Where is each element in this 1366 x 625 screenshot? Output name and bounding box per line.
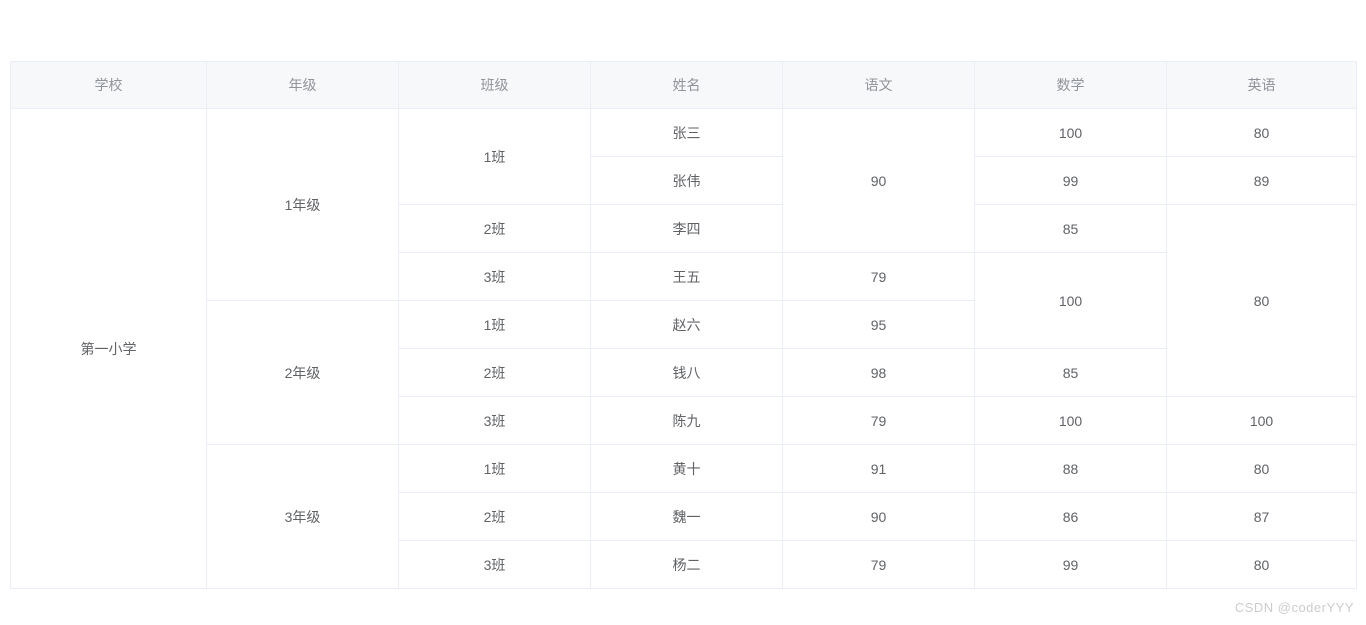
table-row: 3班 王五 79 100 bbox=[11, 252, 1357, 349]
table-cell: 80 bbox=[1166, 444, 1357, 493]
table-cell: 2班 bbox=[398, 492, 591, 541]
table-cell: 85 bbox=[974, 204, 1167, 253]
header-row: 学校 年级 班级 姓名 语文 数学 英语 bbox=[10, 61, 1357, 109]
table-cell: 魏一 bbox=[590, 492, 783, 541]
table-cell: 2班 bbox=[398, 204, 591, 253]
table-cell: 张伟 bbox=[590, 156, 783, 205]
table-cell: 90 bbox=[782, 108, 975, 253]
column-header: 数学 bbox=[974, 61, 1167, 109]
watermark: CSDN @coderYYY bbox=[1234, 600, 1354, 615]
table-cell: 李四 bbox=[590, 204, 783, 253]
table-cell: 赵六 bbox=[590, 300, 783, 349]
table-cell: 89 bbox=[1166, 156, 1357, 205]
table-cell: 100 bbox=[1166, 396, 1357, 445]
table-cell: 100 bbox=[974, 252, 1167, 349]
table-cell: 2班 bbox=[398, 348, 591, 397]
table-body: 第一小学 1年级 1班 张三 90 100 80 张伟 99 89 2班 李四 85 80 3班 王五 79 10… bbox=[10, 108, 1357, 589]
table-row: 3年级 1班 黄十 91 88 80 bbox=[11, 444, 1357, 589]
column-header: 英语 bbox=[1166, 61, 1357, 109]
table-cell: 1年级 bbox=[206, 108, 399, 301]
table-row: 3班 陈九 79 100 100 bbox=[11, 396, 1357, 445]
table-cell: 80 bbox=[1166, 204, 1357, 397]
table-cell: 陈九 bbox=[590, 396, 783, 445]
column-header: 语文 bbox=[782, 61, 975, 109]
table-cell: 85 bbox=[974, 348, 1167, 397]
table-cell: 79 bbox=[782, 252, 975, 301]
table-cell: 第一小学 bbox=[10, 108, 207, 589]
table-cell: 95 bbox=[782, 300, 975, 349]
table-cell: 钱八 bbox=[590, 348, 783, 397]
column-header: 学校 bbox=[10, 61, 207, 109]
table-cell: 3班 bbox=[398, 396, 591, 445]
table-cell: 100 bbox=[974, 396, 1167, 445]
column-header: 班级 bbox=[398, 61, 591, 109]
table-cell: 98 bbox=[782, 348, 975, 397]
table-cell: 1班 bbox=[398, 300, 591, 349]
table-cell: 87 bbox=[1166, 492, 1357, 541]
table-cell: 99 bbox=[974, 156, 1167, 205]
column-header: 年级 bbox=[206, 61, 399, 109]
table-cell: 王五 bbox=[590, 252, 783, 301]
table-cell: 79 bbox=[782, 396, 975, 445]
table-row: 3班 杨二 79 99 80 bbox=[11, 540, 1357, 589]
table-cell: 1班 bbox=[398, 444, 591, 493]
table-cell: 91 bbox=[782, 444, 975, 493]
table-row: 2班 魏一 90 86 87 bbox=[11, 492, 1357, 541]
table-cell: 杨二 bbox=[590, 540, 783, 589]
table-cell: 张三 bbox=[590, 108, 783, 157]
table-cell: 100 bbox=[974, 108, 1167, 157]
table-cell: 79 bbox=[782, 540, 975, 589]
table-cell: 黄十 bbox=[590, 444, 783, 493]
table-row: 2班 李四 85 80 bbox=[11, 204, 1357, 397]
table-cell: 3班 bbox=[398, 540, 591, 589]
table-cell: 90 bbox=[782, 492, 975, 541]
table-cell: 86 bbox=[974, 492, 1167, 541]
table-row: 2班 钱八 98 85 bbox=[11, 348, 1357, 397]
table-cell: 80 bbox=[1166, 108, 1357, 157]
table-cell: 3班 bbox=[398, 252, 591, 301]
table-cell: 99 bbox=[974, 540, 1167, 589]
table-row: 第一小学 1年级 1班 张三 90 100 80 bbox=[10, 108, 1357, 589]
table-cell: 2年级 bbox=[206, 300, 399, 445]
table-cell: 1班 bbox=[398, 108, 591, 205]
column-header: 姓名 bbox=[590, 61, 783, 109]
scores-table: 学校 年级 班级 姓名 语文 数学 英语 第一小学 1年级 1班 张三 90 100 80 张伟 99 89 2… bbox=[10, 61, 1357, 589]
table-row: 2年级 1班 赵六 95 bbox=[11, 300, 1357, 445]
table-cell: 3年级 bbox=[206, 444, 399, 589]
table-cell: 88 bbox=[974, 444, 1167, 493]
table-row: 张伟 99 89 bbox=[11, 156, 1357, 205]
table-cell: 80 bbox=[1166, 540, 1357, 589]
